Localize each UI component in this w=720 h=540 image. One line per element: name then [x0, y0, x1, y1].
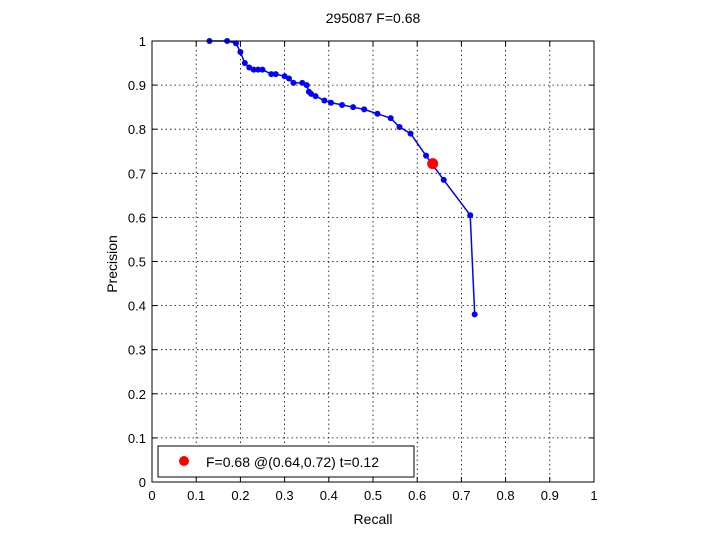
- legend-label: F=0.68 @(0.64,0.72) t=0.12: [206, 454, 379, 470]
- axis-ticks: 0 0.1 0.2 0.3 0.4 0.5 0.6 0.7 0.8 0.9 1 0 0.1 0.2 0.3 0…: [128, 34, 598, 503]
- pr-curve-point: [423, 152, 430, 159]
- pr-curve-point: [250, 66, 257, 73]
- y-tick-label: 0: [139, 475, 146, 490]
- pr-curve-point: [272, 71, 279, 78]
- y-tick-label: 0.5: [128, 255, 146, 270]
- grid-lines: [152, 41, 594, 482]
- y-tick-label: 0.1: [128, 431, 146, 446]
- pr-curve-point: [374, 110, 381, 117]
- pr-curve-point: [396, 123, 403, 130]
- pr-curve-point: [303, 82, 310, 89]
- pr-curve-point: [361, 106, 368, 113]
- best-f-point: [427, 158, 439, 170]
- pr-curve-point: [321, 97, 328, 104]
- x-tick-label: 0.9: [541, 488, 559, 503]
- x-tick-label: 0.3: [276, 488, 294, 503]
- x-tick-label: 0.6: [408, 488, 426, 503]
- x-axis-title: Recall: [354, 511, 393, 527]
- x-tick-label: 0.5: [364, 488, 382, 503]
- x-tick-label: 0.7: [452, 488, 470, 503]
- y-tick-label: 0.8: [128, 122, 146, 137]
- x-tick-label: 0: [148, 488, 155, 503]
- pr-curve-point: [290, 79, 297, 86]
- pr-curve-point: [440, 176, 447, 183]
- pr-curve-point: [246, 64, 253, 71]
- pr-curve-point: [259, 66, 266, 73]
- x-tick-label: 0.8: [497, 488, 515, 503]
- x-tick-label: 0.4: [320, 488, 338, 503]
- y-tick-label: 0.9: [128, 78, 146, 93]
- pr-curve-point: [350, 104, 357, 111]
- pr-curve-point: [281, 73, 288, 80]
- pr-curve-point: [237, 49, 244, 56]
- pr-curve-point: [471, 311, 478, 318]
- legend: F=0.68 @(0.64,0.72) t=0.12: [157, 445, 415, 478]
- pr-curve-point: [387, 115, 394, 122]
- pr-curve-point: [232, 40, 239, 47]
- pr-curve-point: [255, 66, 262, 73]
- pr-curve-point: [299, 79, 306, 86]
- y-axis-title: Precision: [104, 235, 120, 293]
- pr-curve-point: [339, 101, 346, 108]
- legend-box: [157, 445, 415, 478]
- pr-curve-point: [268, 71, 275, 78]
- y-tick-label: 0.3: [128, 343, 146, 358]
- x-tick-label: 0.1: [187, 488, 205, 503]
- y-tick-label: 0.6: [128, 210, 146, 225]
- x-tick-label: 0.2: [231, 488, 249, 503]
- pr-curve-point: [308, 90, 315, 97]
- y-tick-label: 1: [139, 34, 146, 49]
- y-tick-label: 0.7: [128, 166, 146, 181]
- x-tick-label: 1: [590, 488, 597, 503]
- pr-curve-point: [467, 212, 474, 219]
- data-series: [206, 38, 478, 318]
- y-tick-label: 0.4: [128, 299, 146, 314]
- legend-marker: [179, 456, 189, 466]
- chart-title: 295087 F=0.68: [326, 10, 421, 26]
- y-tick-label: 0.2: [128, 387, 146, 402]
- pr-curve-point: [328, 99, 335, 106]
- pr-curve-point: [286, 75, 293, 82]
- pr-curve-point: [312, 93, 319, 100]
- pr-curve-point: [241, 60, 248, 67]
- pr-curve-point: [407, 130, 414, 137]
